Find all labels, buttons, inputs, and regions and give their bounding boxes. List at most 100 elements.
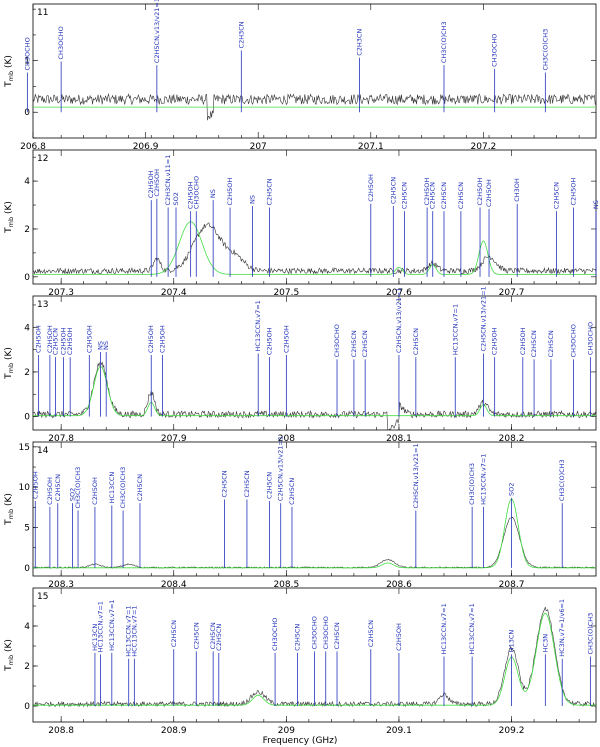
line-label: SO2: [172, 192, 180, 205]
panel-frame: [32, 441, 597, 577]
line-label: CH3OCHO: [569, 324, 577, 357]
model-spectrum: [33, 498, 596, 569]
line-label: C2H5CN: [265, 178, 273, 205]
panel-frame: [32, 3, 597, 139]
line-label: C2H5OH: [367, 174, 375, 202]
line-label: C2H5OH: [66, 327, 74, 355]
model-spectrum: [33, 221, 596, 275]
x-axis-title: Frequency (GHz): [262, 736, 338, 746]
line-label: HC13CCN,v7=1: [97, 601, 105, 652]
line-label: C2H5OH: [187, 181, 195, 209]
line-label: C2H5CN: [361, 330, 369, 357]
x-tick-label: 208.1: [386, 434, 412, 444]
x-tick-label: 208.2: [499, 434, 525, 444]
x-tick-label: 207.5: [273, 288, 299, 298]
line-label: CH3OCHO: [271, 618, 279, 651]
line-label: NS: [97, 341, 105, 350]
y-axis-title: Tmb (K): [4, 639, 15, 672]
line-label: HC13CCN,v7=1: [479, 454, 487, 505]
line-label: C2H5CN: [457, 182, 465, 209]
line-label: HC13CN: [91, 624, 99, 651]
line-label: C2H5OH: [485, 179, 493, 207]
line-label: C2H5OH: [153, 169, 161, 197]
y-tick-label: 1: [24, 57, 30, 67]
line-label: C2H5CN: [389, 177, 397, 204]
line-label: HC13CCN,v7=1: [108, 600, 116, 651]
observed-spectrum: [32, 361, 597, 431]
line-label: CH3OCHO: [23, 37, 31, 70]
line-label: C2H3CN: [237, 21, 245, 48]
line-label: HC3N,v7=1/v6=1: [558, 599, 566, 657]
panel-12: 12 Tmb (K) 0 2 4 207.3 207.4 207.5 207.6 207.7 C2H…: [4, 149, 600, 298]
line-label: HC13CCN,v7=1: [468, 603, 476, 654]
y-tick-label: 5: [24, 524, 30, 534]
line-label: C2H5OH: [31, 471, 39, 499]
line-label: C2H5CN: [412, 328, 420, 355]
panel-frame: [32, 295, 597, 431]
y-tick-label: 2: [24, 662, 30, 672]
line-label: C2H5OH: [282, 325, 290, 353]
x-tick-label: 207.4: [161, 288, 187, 298]
line-label: C2H5OH: [395, 623, 403, 651]
y-axis-title: Tmb (K): [4, 55, 15, 88]
panel-11: 11 Tmb (K) 0 1 206.8 206.9 207 207.1 207.2 CH3OCH…: [4, 0, 597, 152]
line-label: CH3C(O)CH3: [440, 21, 448, 63]
line-label: CH3OH: [513, 178, 521, 202]
line-label: HC13CCN,v7=1: [440, 603, 448, 654]
panel-number: 15: [37, 592, 48, 602]
y-tick-label: 0: [24, 564, 30, 574]
panel-14: 14 Tmb (K) 0 5 10 15 208.3 208.4 208.5 208.6 208.7…: [4, 436, 597, 590]
x-axis-title-wrap: Frequency (GHz): [0, 728, 600, 747]
line-label: NS: [249, 195, 257, 204]
line-label: C2H5OH: [476, 178, 484, 206]
line-label: C2H5OH: [91, 477, 99, 505]
line-label: C2H5OH: [59, 327, 67, 355]
observed-spectrum: [32, 222, 597, 275]
line-label: C2H5CN: [367, 620, 375, 647]
line-label: C2H5CN,v13/v21=1: [412, 443, 420, 508]
panel-number: 11: [37, 8, 48, 18]
line-label: C2H5OH: [147, 170, 155, 198]
line-label: H13CN: [508, 630, 516, 653]
line-label: C2H5CN: [333, 622, 341, 649]
y-axis-title: Tmb (K): [4, 201, 15, 234]
line-label: C2H5CN: [265, 472, 273, 499]
line-label: CH3C(O)CH3: [74, 467, 82, 509]
line-label: C2H5CN: [54, 474, 62, 501]
line-label: HC3N: [541, 634, 549, 653]
x-tick-label: 207: [250, 142, 267, 152]
line-label: HC13CCN,v7=1: [125, 605, 133, 656]
y-axis-title: Tmb (K): [4, 493, 15, 526]
model-spectrum: [33, 366, 596, 417]
line-label: C2H5CN: [220, 470, 228, 497]
line-label: C2H5CN: [215, 624, 223, 651]
y-tick-label: 0: [24, 273, 30, 283]
line-label: CH3OCHO: [57, 26, 65, 59]
y-tick-label: 0: [24, 108, 30, 118]
line-label: CH3OCHO: [311, 616, 319, 649]
line-label: CH3OCHO: [491, 34, 499, 67]
line-label: HC13CCN: [108, 472, 116, 504]
observed-spectrum: [32, 93, 597, 121]
line-label: C2H3CN: [356, 29, 364, 56]
line-label: NS: [209, 189, 217, 198]
y-tick-label: 0: [24, 702, 30, 712]
line-label: C2H5CN: [209, 622, 217, 649]
line-label: C2H5OH: [265, 327, 273, 355]
x-tick-label: 207.7: [499, 288, 525, 298]
y-tick-label: 2: [24, 368, 30, 378]
x-tick-label: 208.3: [48, 580, 74, 590]
x-tick-label: 206.8: [20, 142, 46, 152]
line-label: C2H5OH: [226, 178, 234, 206]
line-label: C2H5OH: [491, 327, 499, 355]
x-tick-label: 209.1: [386, 726, 412, 736]
line-label: C2H5CN: [553, 182, 561, 209]
line-label: C2H5CN: [547, 330, 555, 357]
x-tick-label: 208.5: [273, 580, 299, 590]
line-label: C2H5OH: [85, 325, 93, 353]
line-label: C2H5CN,v13/v21=1: [479, 286, 487, 351]
line-label: C2H5OH: [423, 178, 431, 206]
y-tick-label: 4: [24, 622, 30, 632]
line-label: NS: [592, 200, 600, 209]
line-label: C2H5CN: [294, 624, 302, 651]
